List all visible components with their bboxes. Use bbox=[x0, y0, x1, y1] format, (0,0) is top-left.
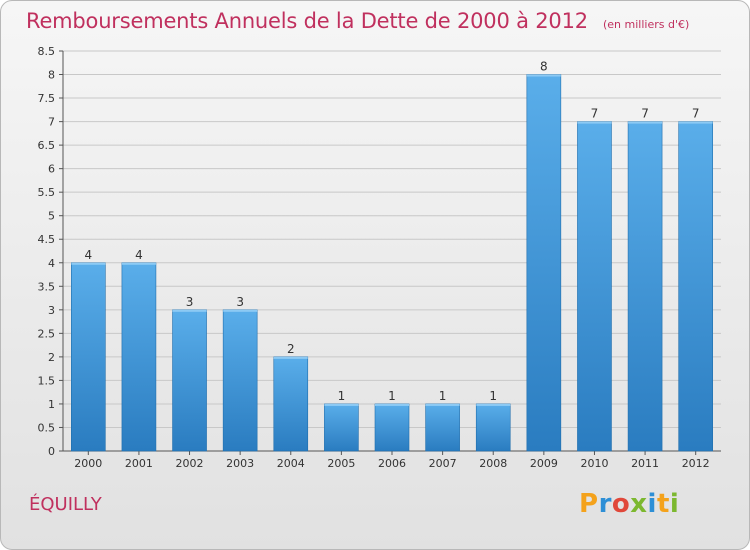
data-label: 7 bbox=[591, 107, 599, 121]
y-tick-label: 1 bbox=[48, 398, 55, 411]
y-tick-label: 0.5 bbox=[38, 421, 56, 434]
bar-highlight bbox=[71, 262, 106, 265]
bar-highlight bbox=[223, 309, 258, 312]
y-tick-label: 6 bbox=[48, 163, 55, 176]
y-tick-label: 7 bbox=[48, 116, 55, 129]
x-tick-label: 2007 bbox=[429, 457, 457, 470]
x-tick-label: 2000 bbox=[74, 457, 102, 470]
bar bbox=[172, 309, 207, 452]
logo-letter: r bbox=[598, 489, 612, 519]
bar-highlight bbox=[678, 121, 713, 124]
y-tick-label: 6.5 bbox=[38, 139, 56, 152]
logo-letter: t bbox=[656, 489, 670, 519]
bar bbox=[425, 403, 460, 452]
x-tick-label: 2003 bbox=[226, 457, 254, 470]
axes: 0 0.5 1 1.5 2 2.5 3 3.5 4 4.5 5 5.5 6 6.5 7 7.5 8 8.5 2000… bbox=[38, 45, 721, 470]
data-label: 1 bbox=[338, 389, 346, 403]
bar bbox=[71, 262, 106, 452]
x-tick-label: 2012 bbox=[682, 457, 710, 470]
bar bbox=[273, 356, 309, 452]
y-tick-label: 5 bbox=[48, 210, 55, 223]
bar-highlight bbox=[628, 121, 663, 124]
bar bbox=[526, 74, 562, 452]
bar-highlight bbox=[273, 356, 308, 359]
y-tick-label: 2.5 bbox=[38, 327, 56, 340]
data-label: 3 bbox=[186, 295, 194, 309]
bar bbox=[222, 309, 258, 452]
bar-highlight bbox=[375, 403, 409, 406]
bar bbox=[627, 121, 663, 452]
x-tick-label: 2008 bbox=[479, 457, 507, 470]
bar bbox=[475, 403, 511, 452]
data-labels: 4 4 3 3 2 1 1 1 1 8 7 7 7 bbox=[84, 60, 699, 403]
x-tick-label: 2011 bbox=[631, 457, 659, 470]
bar-highlight bbox=[324, 403, 359, 406]
bar-highlight bbox=[121, 262, 156, 265]
data-label: 2 bbox=[287, 342, 295, 356]
bar-highlight bbox=[577, 121, 612, 124]
x-tick-label: 2010 bbox=[580, 457, 608, 470]
data-label: 1 bbox=[439, 389, 447, 403]
logo-letter: P bbox=[579, 489, 599, 519]
y-tick-label: 5.5 bbox=[38, 186, 56, 199]
bar bbox=[324, 403, 359, 452]
data-label: 4 bbox=[84, 248, 92, 262]
logo-letter: i bbox=[669, 489, 680, 519]
commune-name: ÉQUILLY bbox=[29, 494, 102, 515]
bar-highlight bbox=[172, 309, 207, 312]
y-tick-label: 4 bbox=[48, 257, 55, 270]
y-tick-label: 2 bbox=[48, 351, 55, 364]
bar-highlight bbox=[476, 403, 511, 406]
bar bbox=[577, 121, 612, 452]
logo-letter: x bbox=[630, 489, 648, 519]
y-tick-label: 8.5 bbox=[38, 45, 56, 58]
data-label: 1 bbox=[489, 389, 497, 403]
bar bbox=[121, 262, 157, 452]
x-tick-label: 2004 bbox=[277, 457, 305, 470]
bar-highlight bbox=[425, 403, 460, 406]
bar bbox=[374, 403, 410, 452]
x-tick-label: 2006 bbox=[378, 457, 406, 470]
data-label: 1 bbox=[388, 389, 396, 403]
chart-subtitle: (en milliers d'€) bbox=[603, 18, 690, 31]
y-tick-label: 3.5 bbox=[38, 280, 56, 293]
logo-letter: i bbox=[647, 489, 657, 519]
data-label: 3 bbox=[236, 295, 244, 309]
logo-letter: o bbox=[611, 489, 631, 519]
y-tick-label: 1.5 bbox=[38, 374, 56, 387]
y-tick-label: 8 bbox=[48, 69, 55, 82]
x-tick-label: 2005 bbox=[327, 457, 355, 470]
bars bbox=[71, 74, 713, 452]
data-label: 4 bbox=[135, 248, 143, 262]
y-tick-label: 0 bbox=[48, 445, 55, 458]
chart-title: Remboursements Annuels de la Dette de 20… bbox=[26, 9, 588, 33]
bar bbox=[678, 121, 713, 452]
y-tick-label: 4.5 bbox=[38, 233, 56, 246]
proxiti-logo: Proxiti bbox=[579, 489, 679, 519]
grid-lines bbox=[63, 50, 721, 428]
data-label: 7 bbox=[692, 107, 700, 121]
data-label: 7 bbox=[641, 107, 649, 121]
x-tick-label: 2001 bbox=[125, 457, 153, 470]
y-tick-label: 7.5 bbox=[38, 92, 56, 105]
data-label: 8 bbox=[540, 60, 548, 74]
x-tick-label: 2002 bbox=[176, 457, 204, 470]
x-tick-label: 2009 bbox=[530, 457, 558, 470]
bar-highlight bbox=[526, 74, 561, 77]
y-tick-label: 3 bbox=[48, 304, 55, 317]
chart-header: Remboursements Annuels de la Dette de 20… bbox=[26, 9, 689, 33]
